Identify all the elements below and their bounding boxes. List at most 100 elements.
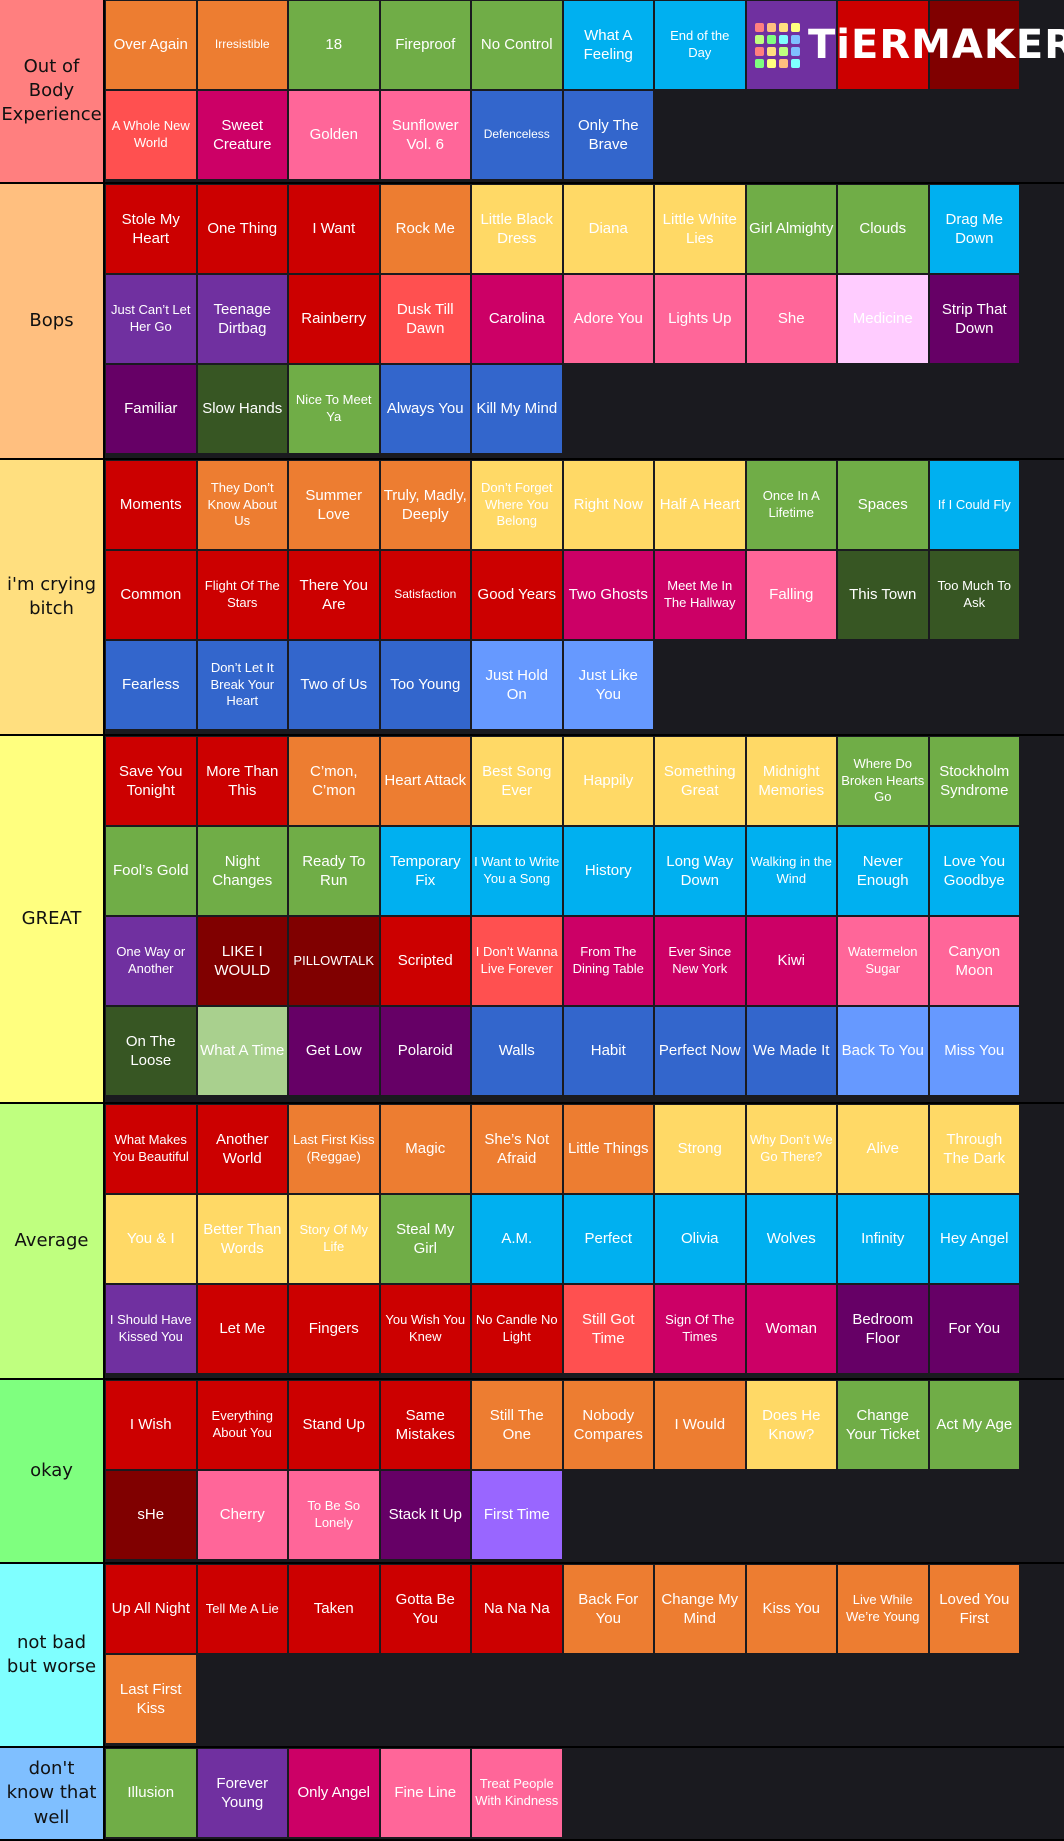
tier-item: Steal My Girl xyxy=(379,1194,471,1284)
tier-item: From The Dining Table xyxy=(562,916,654,1006)
tier-item: Scripted xyxy=(379,916,471,1006)
tier-item: 18 xyxy=(288,0,380,90)
tier-item: Bedroom Floor xyxy=(837,1284,929,1374)
tier-item: LIKE I WOULD xyxy=(196,916,288,1006)
tier-item: PILLOWTALK xyxy=(288,916,380,1006)
tier-item: sHe xyxy=(105,1470,197,1560)
tier-label: not bad but worse xyxy=(0,1564,105,1746)
tier-item: For You xyxy=(928,1284,1020,1374)
tier-item: To Be So Lonely xyxy=(288,1470,380,1560)
tier-item: Too Much To Ask xyxy=(928,550,1020,640)
tier-row: not bad but worse Up All Night Tell Me A L… xyxy=(0,1564,1064,1748)
tier-item: Woman xyxy=(745,1284,837,1374)
tier-item: Satisfaction xyxy=(379,550,471,640)
tier-item: Don’t Let It Break Your Heart xyxy=(196,640,288,730)
tier-item: Heart Attack xyxy=(379,736,471,826)
tier-item: Treat People With Kindness xyxy=(471,1748,563,1838)
tier-item: End of the Day xyxy=(654,0,746,90)
tier-item: Midnight Memories xyxy=(745,736,837,826)
tier-row: Average What Makes You Beautiful Another W… xyxy=(0,1104,1064,1380)
tier-item: Always You xyxy=(379,364,471,454)
tier-item: Just Like You xyxy=(562,640,654,730)
tier-row: GREAT Save You Tonight More Than This C’mon… xyxy=(0,736,1064,1104)
tier-item: Magic xyxy=(379,1104,471,1194)
tier-item: We Made It xyxy=(745,1006,837,1096)
tier-item: Another World xyxy=(196,1104,288,1194)
tier-item: Little Things xyxy=(562,1104,654,1194)
tier-label: Bops xyxy=(0,184,105,458)
tier-item: Change Your Ticket xyxy=(837,1380,929,1470)
tier-item: I Would xyxy=(654,1380,746,1470)
tier-item: What Makes You Beautiful xyxy=(105,1104,197,1194)
tier-item: Gotta Be You xyxy=(379,1564,471,1654)
tier-item: Where Do Broken Hearts Go xyxy=(837,736,929,826)
tier-items: Save You Tonight More Than This C’mon, C’m… xyxy=(105,736,1020,1102)
tier-item: Save You Tonight xyxy=(105,736,197,826)
tier-item: Stockholm Syndrome xyxy=(928,736,1020,826)
watermark: TiERMAKER xyxy=(745,0,1064,90)
tier-item: I Want xyxy=(288,184,380,274)
tier-item: Illusion xyxy=(105,1748,197,1838)
tier-item: Story Of My Life xyxy=(288,1194,380,1284)
tier-item: Same Mistakes xyxy=(379,1380,471,1470)
tier-item: Falling xyxy=(745,550,837,640)
tier-item: Girl Almighty xyxy=(745,184,837,274)
tier-item: Get Low xyxy=(288,1006,380,1096)
tier-item: This Town xyxy=(837,550,929,640)
tier-item: A.M. xyxy=(471,1194,563,1284)
tier-item: Defenceless xyxy=(471,90,563,180)
tier-item: Two Ghosts xyxy=(562,550,654,640)
tier-items: Stole My Heart One Thing I Want Rock Me Litt… xyxy=(105,184,1020,458)
tier-item: Two of Us xyxy=(288,640,380,730)
tier-item: Moments xyxy=(105,460,197,550)
tier-item: Golden xyxy=(288,90,380,180)
tier-items: Illusion Forever Young Only Angel Fine Line… xyxy=(105,1748,1020,1839)
tier-item: There You Are xyxy=(288,550,380,640)
tier-item: Rock Me xyxy=(379,184,471,274)
tier-item: Forever Young xyxy=(196,1748,288,1838)
tier-item: Familiar xyxy=(105,364,197,454)
tier-item: Meet Me In The Hallway xyxy=(654,550,746,640)
tier-item: Perfect Now xyxy=(654,1006,746,1096)
tier-item: Does He Know? xyxy=(745,1380,837,1470)
tier-item: One Way or Another xyxy=(105,916,197,1006)
tier-item: Na Na Na xyxy=(471,1564,563,1654)
tier-item: She’s Not Afraid xyxy=(471,1104,563,1194)
tier-item: One Thing xyxy=(196,184,288,274)
tier-row: Out of Body Experience Over Again Irresist… xyxy=(0,0,1064,184)
tier-item: A Whole New World xyxy=(105,90,197,180)
tier-item: What A Time xyxy=(196,1006,288,1096)
tier-item: History xyxy=(562,826,654,916)
tier-item: Truly, Madly, Deeply xyxy=(379,460,471,550)
tier-item: Stack It Up xyxy=(379,1470,471,1560)
tier-item: C’mon, C’mon xyxy=(288,736,380,826)
tier-item: Ready To Run xyxy=(288,826,380,916)
tier-item: Irresistible xyxy=(196,0,288,90)
tier-item: What A Feeling xyxy=(562,0,654,90)
tier-item: If I Could Fly xyxy=(928,460,1020,550)
tier-item: Last First Kiss xyxy=(105,1654,197,1744)
tier-item: Everything About You xyxy=(196,1380,288,1470)
tier-item: Perfect xyxy=(562,1194,654,1284)
tier-item: Right Now xyxy=(562,460,654,550)
tier-item: Just Hold On xyxy=(471,640,563,730)
tier-item: Love You Goodbye xyxy=(928,826,1020,916)
tier-item: Ever Since New York xyxy=(654,916,746,1006)
tier-label: Out of Body Experience xyxy=(0,0,105,182)
tier-item: Don’t Forget Where You Belong xyxy=(471,460,563,550)
tier-item: They Don’t Know About Us xyxy=(196,460,288,550)
tier-item: Why Don’t We Go There? xyxy=(745,1104,837,1194)
tier-item: Still Got Time xyxy=(562,1284,654,1374)
tier-item: Over Again xyxy=(105,0,197,90)
tier-item: Olivia xyxy=(654,1194,746,1284)
tier-item: Last First Kiss (Reggae) xyxy=(288,1104,380,1194)
tier-item: Little White Lies xyxy=(654,184,746,274)
tier-item: Clouds xyxy=(837,184,929,274)
tier-item: Little Black Dress xyxy=(471,184,563,274)
tier-item: Walls xyxy=(471,1006,563,1096)
tier-item: Infinity xyxy=(837,1194,929,1284)
tier-item: Back To You xyxy=(837,1006,929,1096)
tier-item: Long Way Down xyxy=(654,826,746,916)
tier-row: Bops Stole My Heart One Thing I Want Rock Me… xyxy=(0,184,1064,460)
